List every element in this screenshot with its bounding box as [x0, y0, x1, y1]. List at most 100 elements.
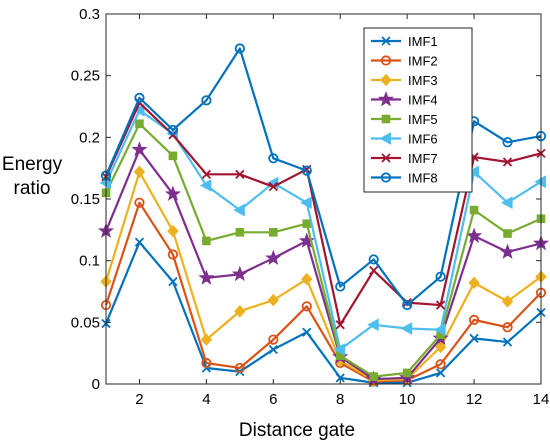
- data-point-imf5: [168, 151, 178, 161]
- data-point-imf1: [268, 344, 278, 355]
- data-point-imf8: [301, 165, 312, 176]
- series-line-imf4: [104, 148, 542, 381]
- data-point-imf5: [202, 236, 211, 246]
- data-point-imf6: [400, 322, 413, 335]
- legend-marker: [379, 132, 391, 145]
- data-point-imf6: [367, 318, 379, 332]
- data-point-imf6: [132, 103, 145, 117]
- data-point-imf4: [499, 243, 516, 259]
- x-tick-label: 2: [135, 391, 143, 408]
- data-point-imf6: [434, 323, 446, 337]
- data-point-imf2: [201, 357, 212, 369]
- data-point-imf7: [435, 300, 446, 310]
- data-point-imf3: [301, 272, 313, 286]
- data-point-imf1: [335, 373, 345, 383]
- legend-marker: [381, 153, 391, 163]
- data-point-imf5: [369, 372, 378, 381]
- x-tick-label: 10: [399, 391, 416, 408]
- data-point-imf5: [503, 229, 512, 238]
- y-axis-title-line2: ratio: [14, 178, 51, 199]
- legend-entry-imf3: IMF3: [371, 73, 438, 88]
- data-point-imf4: [198, 269, 215, 285]
- y-tick-label: 0.3: [79, 6, 100, 23]
- data-point-imf7: [201, 169, 212, 179]
- data-point-imf6: [501, 196, 513, 210]
- data-point-imf4: [131, 141, 148, 157]
- legend-marker: [380, 73, 392, 87]
- x-tick-label: 6: [269, 391, 277, 408]
- data-point-imf3: [167, 224, 179, 238]
- data-point-imf5: [302, 219, 312, 228]
- x-tick-label: 14: [533, 391, 550, 408]
- data-point-imf3: [468, 276, 480, 290]
- y-tick-label: 0.15: [71, 191, 100, 208]
- legend-label: IMF7: [408, 151, 438, 166]
- data-point-imf8: [234, 43, 245, 54]
- legend-marker: [381, 114, 391, 124]
- x-tick-label: 8: [336, 391, 344, 408]
- legend-entry-imf5: IMF5: [371, 112, 438, 127]
- data-point-imf3: [501, 295, 514, 308]
- data-point-imf8: [402, 299, 413, 311]
- data-point-imf7: [335, 320, 345, 330]
- series-line-imf3: [104, 170, 542, 382]
- data-point-imf5: [402, 368, 412, 378]
- data-point-imf5: [135, 119, 144, 129]
- y-tick-label: 0.2: [79, 129, 100, 146]
- data-point-imf2: [435, 359, 446, 370]
- data-point-imf2: [468, 314, 480, 325]
- data-point-imf1: [168, 276, 178, 287]
- legend-entry-imf2: IMF2: [371, 54, 438, 69]
- y-tick-label: 0.1: [79, 253, 100, 270]
- legend-marker: [377, 91, 395, 107]
- data-point-imf3: [267, 293, 279, 307]
- legend-label: IMF8: [408, 171, 438, 186]
- data-point-imf7: [268, 182, 278, 192]
- data-point-imf4: [466, 227, 483, 243]
- data-point-imf6: [333, 343, 346, 356]
- data-point-imf2: [301, 301, 312, 312]
- data-point-imf4: [265, 249, 282, 266]
- series-line-imf2: [104, 201, 542, 383]
- legend-marker: [381, 36, 391, 46]
- data-point-imf1: [302, 327, 312, 337]
- data-point-imf3: [133, 165, 146, 179]
- data-point-imf3: [200, 333, 213, 346]
- data-point-imf6: [300, 196, 312, 210]
- data-point-imf3: [234, 304, 246, 318]
- data-point-imf6: [233, 203, 245, 217]
- data-point-imf8: [502, 137, 513, 148]
- legend: IMF1 IMF2 IMF3 IMF4 IMF5 IMF6 IMF7 IMF8: [363, 27, 473, 193]
- legend-marker: [380, 55, 392, 66]
- series-line-imf5: [105, 122, 542, 378]
- data-point-imf1: [134, 237, 145, 247]
- data-point-imf2: [134, 197, 145, 208]
- data-point-imf8: [335, 281, 346, 292]
- legend-label: IMF6: [408, 132, 438, 147]
- data-point-imf7: [502, 157, 513, 167]
- data-point-imf2: [268, 334, 279, 345]
- data-point-imf6: [199, 179, 212, 192]
- data-point-imf1: [502, 337, 513, 347]
- legend-label: IMF1: [408, 34, 438, 49]
- legend-label: IMF2: [408, 54, 438, 69]
- y-axis-title-line1: Energy: [2, 154, 63, 175]
- legend-entry-imf7: IMF7: [371, 151, 438, 166]
- data-point-imf6: [467, 165, 480, 179]
- data-point-imf7: [235, 169, 245, 179]
- x-tick-label: 4: [202, 391, 210, 408]
- y-tick-label: 0.05: [71, 314, 100, 331]
- data-point-imf4: [164, 185, 181, 201]
- legend-label: IMF5: [408, 112, 438, 127]
- y-tick-label: 0: [92, 376, 100, 393]
- data-point-imf8: [167, 124, 179, 136]
- data-point-imf4: [298, 232, 315, 248]
- data-point-imf7: [369, 265, 379, 276]
- series-line-imf1: [104, 241, 542, 384]
- data-point-imf5: [469, 205, 479, 215]
- data-point-imf5: [235, 228, 245, 237]
- data-point-imf8: [268, 153, 279, 164]
- legend-entry-imf6: IMF6: [371, 132, 438, 147]
- legend-label: IMF3: [408, 73, 438, 88]
